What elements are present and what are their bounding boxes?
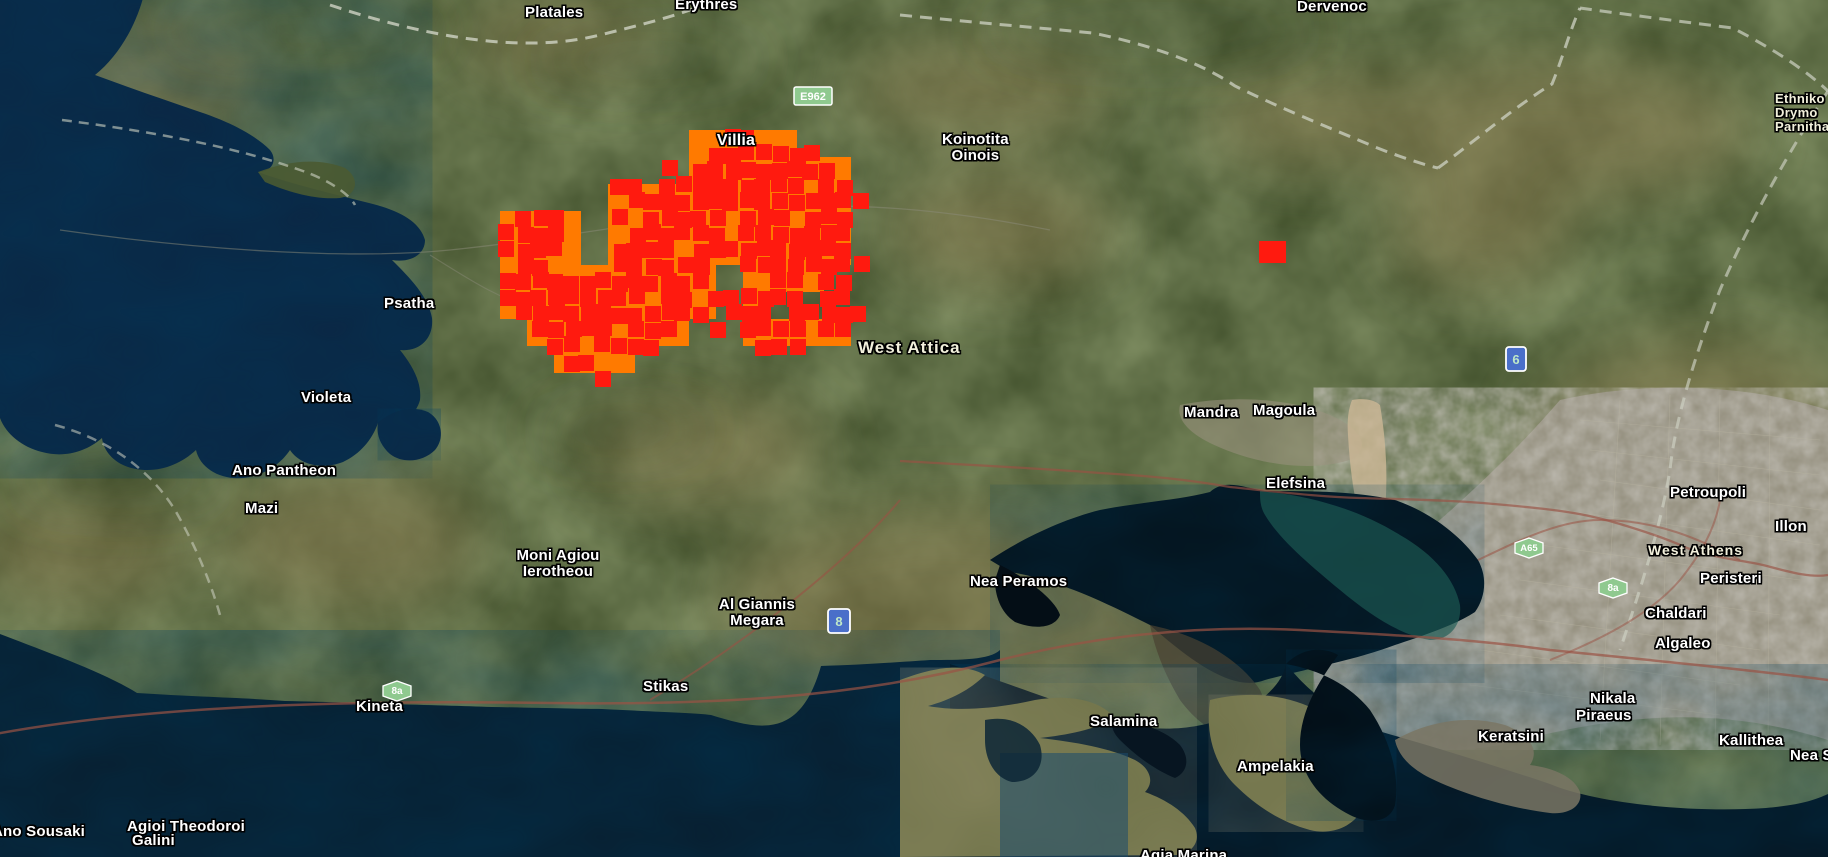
svg-text:8a: 8a [1607, 583, 1619, 594]
svg-text:A65: A65 [1520, 543, 1538, 554]
svg-text:6: 6 [1512, 352, 1519, 367]
svg-text:E962: E962 [800, 91, 826, 103]
svg-text:8: 8 [835, 614, 842, 629]
svg-text:8a: 8a [391, 686, 403, 697]
